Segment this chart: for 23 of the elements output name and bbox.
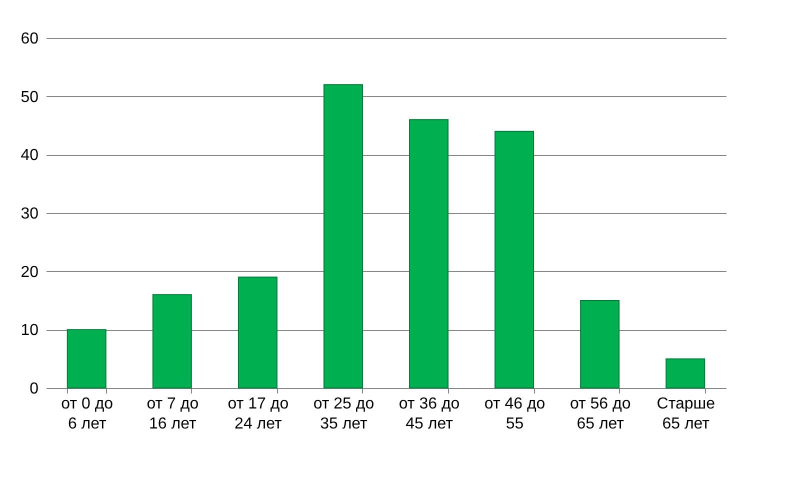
y-tick-label: 10 (20, 322, 39, 340)
y-tick-label: 40 (20, 147, 39, 164)
x-tick-label: от 7 до 16 лет (146, 396, 199, 432)
x-tick-label: от 17 до 24 лет (228, 396, 289, 432)
bar (323, 84, 363, 388)
x-tick-label: от 0 до 6 лет (61, 396, 114, 432)
y-tick-label: 20 (20, 264, 39, 281)
y-tick-label: 50 (20, 88, 39, 106)
bar (238, 276, 278, 388)
x-tick-label: от 25 до 35 лет (313, 396, 374, 432)
x-tick-label: от 36 до 45 лет (398, 396, 460, 432)
bar (580, 300, 620, 388)
bar (152, 294, 192, 388)
x-tick-label: Старше 65 лет (656, 396, 716, 432)
bar (494, 130, 534, 388)
y-tick-label: 30 (20, 206, 39, 222)
y-tick-label: 0 (30, 380, 39, 398)
bar (666, 358, 706, 388)
x-tick-label: от 46 до 55 (484, 396, 546, 432)
bar (66, 329, 106, 388)
y-tick-label: 60 (20, 30, 39, 48)
x-tick-label: от 56 до 65 лет (570, 396, 631, 432)
bar (409, 119, 449, 388)
